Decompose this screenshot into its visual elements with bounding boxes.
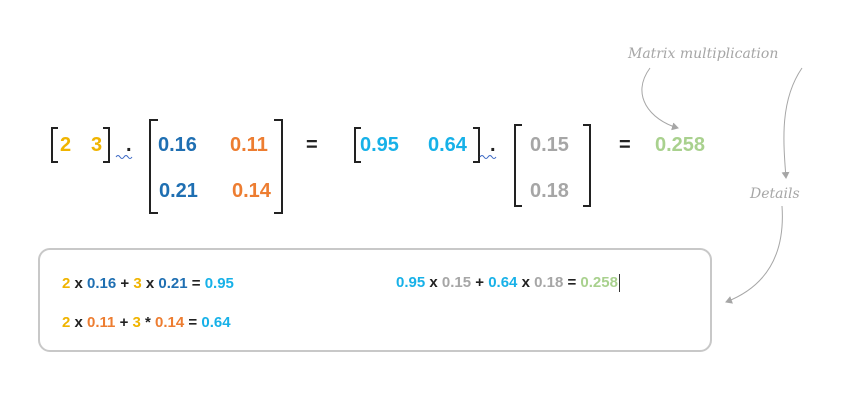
arrow-to-details — [781, 67, 803, 179]
row-vector-1: 3 — [91, 134, 103, 156]
matrix-multiplication-label: Matrix multiplication — [628, 46, 779, 62]
squiggle-1 — [115, 155, 133, 159]
bracket-matrix-right — [274, 119, 283, 214]
matrix-a-10: 0.21 — [159, 180, 198, 202]
arrow-to-box — [725, 205, 783, 304]
bracket-row-right — [103, 127, 110, 163]
bracket-result-left — [354, 127, 361, 163]
matrix-a-01: 0.11 — [230, 134, 268, 156]
matrix-a-00: 0.16 — [158, 134, 197, 156]
bracket-col-right — [583, 124, 591, 207]
dot-operator-1: . — [126, 134, 132, 156]
bracket-col-left — [514, 124, 522, 207]
column-vector-1: 0.18 — [530, 180, 569, 202]
arrow-to-result — [641, 67, 679, 131]
bracket-matrix-left — [149, 119, 158, 214]
details-label: Details — [750, 186, 800, 202]
equals-sign-1: = — [306, 134, 318, 156]
detail-line-2: 2 x 0.11 + 3 * 0.14 = 0.64 — [62, 314, 231, 331]
matrix-a-11: 0.14 — [232, 180, 271, 202]
detail-line-3: 0.95 x 0.15 + 0.64 x 0.18 = 0.258 — [396, 273, 620, 292]
squiggle-2 — [479, 155, 497, 159]
text-cursor — [618, 274, 620, 292]
row-vector-0: 2 — [60, 134, 72, 156]
bracket-result-right — [473, 127, 480, 163]
detail-line-1: 2 x 0.16 + 3 x 0.21 = 0.95 — [62, 275, 234, 292]
row-result-0: 0.95 — [360, 134, 399, 156]
dot-operator-2: . — [490, 134, 496, 156]
final-result: 0.258 — [655, 134, 706, 156]
details-box — [38, 248, 712, 352]
column-vector-0: 0.15 — [530, 134, 569, 156]
bracket-row-left — [51, 127, 58, 163]
row-result-1: 0.64 — [428, 134, 467, 156]
equals-sign-2: = — [619, 134, 631, 156]
